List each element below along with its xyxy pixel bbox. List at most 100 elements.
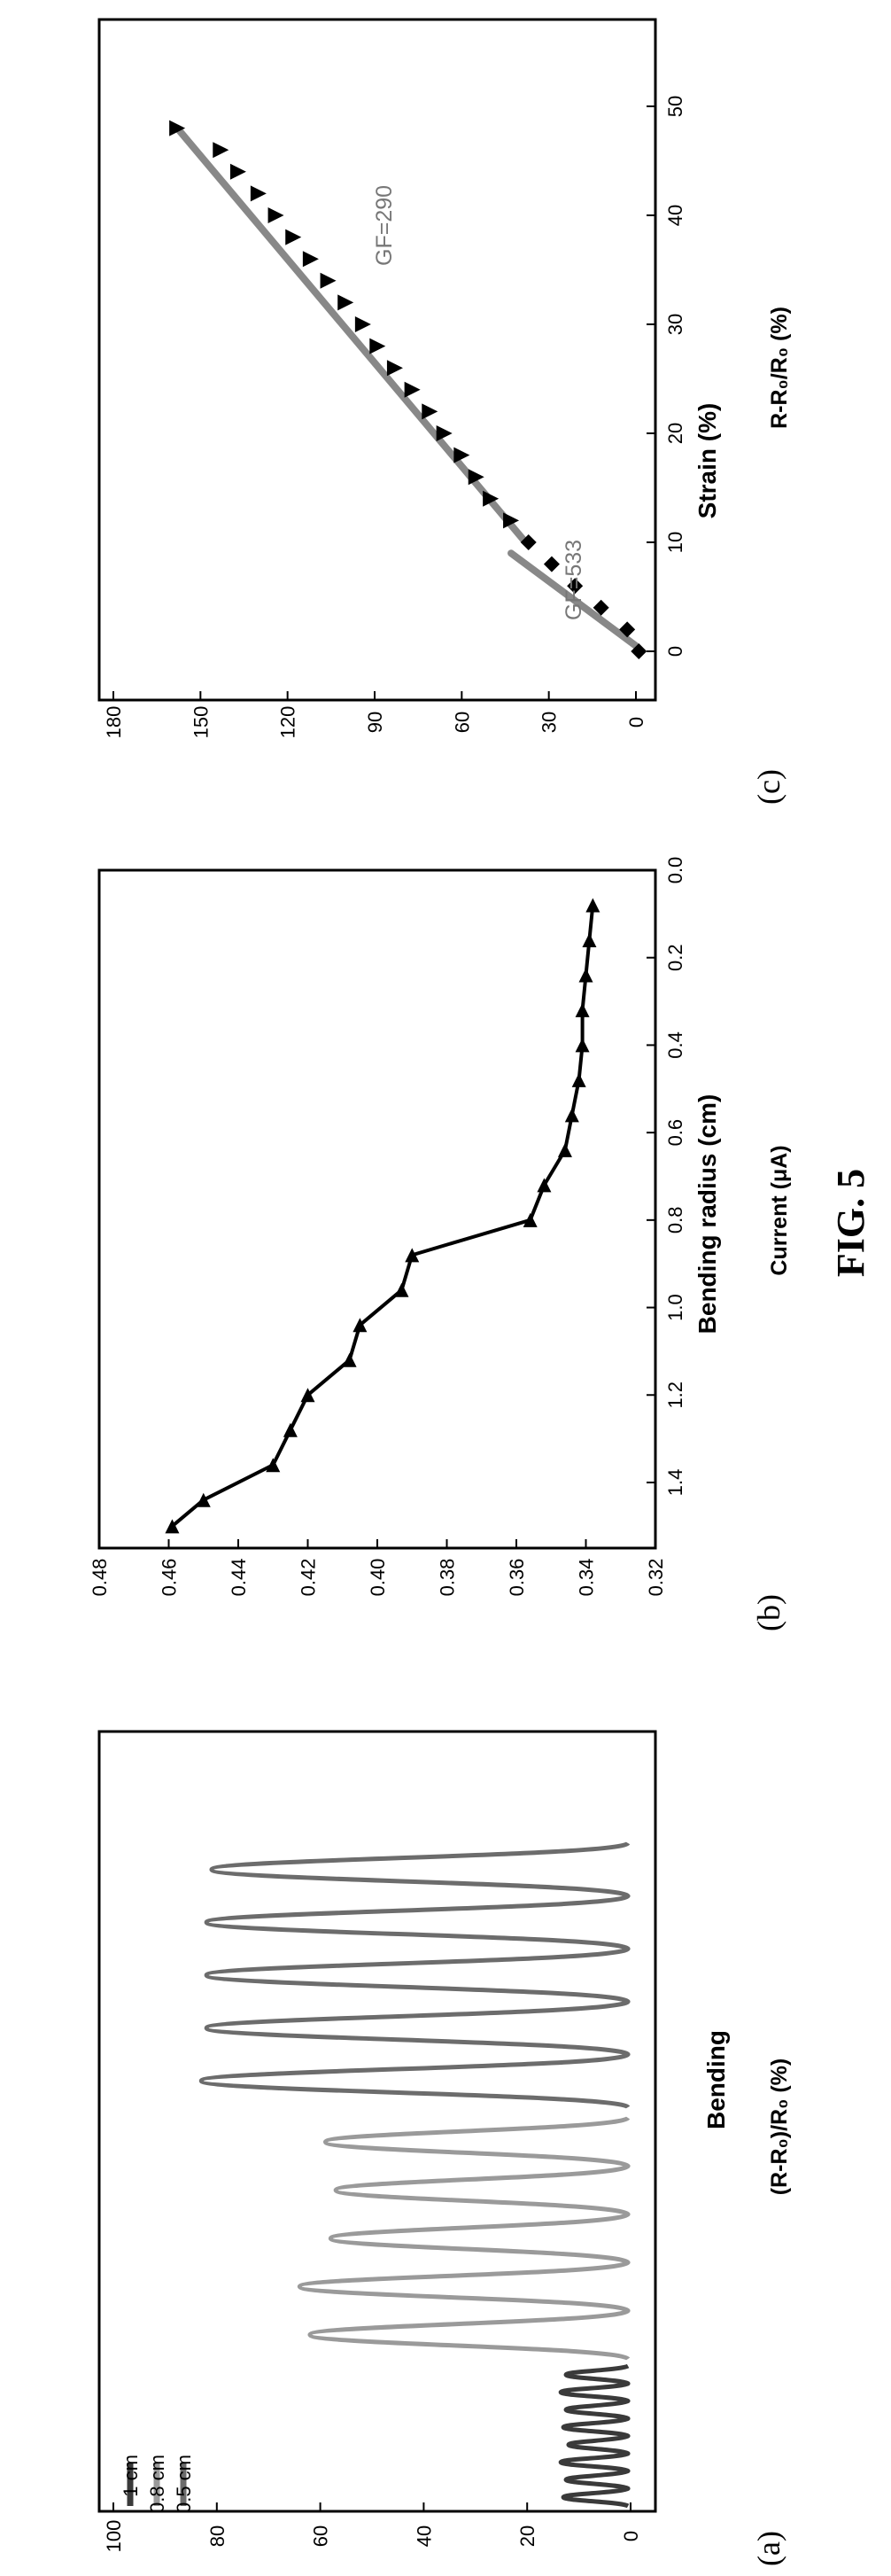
panel-c-diamond-marker [520, 534, 537, 550]
panel-c-triangle-marker [302, 251, 319, 268]
panel-c-y-tick-label: 0 [625, 717, 647, 728]
panel-c-diamond-marker [567, 578, 584, 595]
panel-a-y-tick-label: 0 [620, 2531, 642, 2541]
panel-c-triangle-marker [503, 512, 520, 529]
panel-b-x-tick-label: 1.4 [664, 1469, 686, 1497]
panel-c-annotation-gf290: GF=290 [372, 185, 397, 266]
panel-a-series-0-5-cm [198, 1841, 631, 2110]
panel-c-y-tick-label: 180 [103, 706, 125, 739]
panel-c-x-ticks: 0 10 20 30 40 50 [647, 96, 686, 657]
panel-c-x-tick-label: 30 [664, 314, 686, 335]
panel-c-triangle-marker [483, 490, 500, 507]
panel-c-triangle-marker [337, 294, 354, 311]
panel-c-triangle-marker [320, 272, 337, 289]
panel-c: 0 30 60 90 120 150 180 0 10 20 30 40 50 R-R₀/R₀ (%)… [97, 18, 792, 805]
panel-c-diamond-marker [619, 621, 636, 638]
panel-b: 0.32 0.34 0.36 0.38 0.40 0.42 0.44 0.46 0.48 1.4… [89, 857, 792, 1631]
panel-b-y-tick-label: 0.48 [89, 1559, 111, 1597]
panel-a-y-tick-label: 100 [103, 2520, 125, 2553]
panel-c-y-tick-label: 120 [277, 706, 299, 739]
panel-c-y-axis-label: R-R₀/R₀ (%) [767, 307, 792, 429]
panel-c-triangle-marker [436, 425, 453, 441]
panel-b-frame [97, 868, 657, 1550]
panel-c-triangle-marker [267, 207, 284, 223]
panel-c-frame [97, 18, 657, 702]
panel-c-x-tick-label: 40 [664, 205, 686, 226]
panel-b-triangle-marker [266, 1458, 281, 1473]
panel-b-x-tick-label: 1.0 [664, 1294, 686, 1321]
panel-c-triangle-marker [354, 316, 371, 332]
panel-b-triangle-marker [523, 1212, 538, 1227]
panel-b-y-tick-label: 0.32 [645, 1559, 667, 1597]
panel-c-ylabel-text: R-R₀/R₀ (%) [767, 307, 792, 429]
panel-b-triangle-marker [571, 1072, 586, 1087]
panel-b-y-tick-label: 0.36 [506, 1559, 528, 1597]
panel-a-legend: 1 cm 0.8 cm 0.5 cm [120, 2455, 195, 2513]
panel-b-x-tick-label: 0.0 [664, 857, 686, 884]
panel-c-annotation-gf533: GF=533 [562, 540, 586, 620]
panel-b-x-tick-label: 0.2 [664, 944, 686, 971]
panel-b-y-tick-label: 0.46 [159, 1559, 181, 1597]
panel-b-triangle-marker [585, 898, 600, 913]
panel-c-triangle-marker [422, 403, 438, 420]
panel-b-triangle-marker [564, 1108, 579, 1123]
panel-b-triangle-marker [283, 1422, 298, 1437]
panel-b-x-tick-label: 0.4 [664, 1031, 686, 1059]
panel-c-y-tick-label: 150 [190, 706, 212, 739]
panel-a-series-0-8-cm [297, 2115, 631, 2362]
panel-b-x-axis-label: Bending radius (cm) [693, 1094, 721, 1335]
panel-c-fit-line [507, 549, 639, 650]
panel-b-triangle-marker [353, 1318, 368, 1333]
panel-c-x-tick-label: 20 [664, 423, 686, 444]
panel-b-x-tick-label: 0.6 [664, 1119, 686, 1147]
panel-c-diamond-marker [593, 599, 609, 616]
panel-c-fit-line [174, 124, 530, 546]
panel-b-x-tick-label: 0.8 [664, 1207, 686, 1234]
panel-a-y-tick-label: 20 [516, 2525, 538, 2547]
panel-a-y-ticks: 0 20 40 60 80 100 [103, 2502, 642, 2552]
panel-c-triangle-marker [229, 163, 246, 180]
panel-c-y-tick-label: 90 [364, 712, 386, 733]
panel-a-legend-label: 0.8 cm [146, 2455, 168, 2513]
panel-a-y-tick-label: 40 [413, 2525, 435, 2547]
panel-a-y-tick-label: 60 [310, 2525, 332, 2547]
panel-c-triangle-marker [369, 338, 386, 354]
panel-c-triangle-marker [285, 229, 302, 245]
panel-c-triangle-marker [386, 360, 403, 377]
panel-b-y-ticks: 0.32 0.34 0.36 0.38 0.40 0.42 0.44 0.46 0.48 [89, 1539, 667, 1596]
panel-c-data-points [169, 120, 647, 659]
panel-b-triangle-marker [165, 1519, 180, 1534]
panel-b-triangle-marker [578, 968, 593, 983]
panel-c-triangle-marker [404, 381, 421, 398]
panel-c-x-tick-label: 10 [664, 532, 686, 553]
panel-b-series [165, 898, 600, 1534]
panel-a-legend-label: 0.5 cm [173, 2455, 195, 2513]
panel-b-y-tick-label: 0.42 [298, 1559, 320, 1597]
panel-b-triangle-marker [575, 1002, 590, 1017]
panel-c-triangle-marker [250, 185, 267, 202]
panel-c-triangle-marker [468, 469, 484, 486]
panel-b-triangle-marker [575, 1038, 590, 1053]
panel-a-label: (a) [751, 2531, 786, 2566]
panel-b-y-tick-label: 0.34 [576, 1559, 598, 1597]
panel-b-y-tick-label: 0.38 [437, 1559, 459, 1597]
panel-a-y-axis-label: (R-R₀)/R₀ (%) [767, 2058, 792, 2195]
panel-a-series [198, 1841, 631, 2509]
panel-c-x-tick-label: 0 [664, 646, 686, 657]
panel-c-y-tick-label: 60 [451, 712, 473, 733]
panel-a-y-tick-label: 80 [206, 2525, 229, 2547]
figure-caption: FIG. 5 [829, 1169, 872, 1277]
panel-c-label: (c) [751, 769, 786, 805]
panel-c-y-tick-label: 30 [538, 712, 561, 733]
panel-c-x-tick-label: 50 [664, 96, 686, 117]
panel-b-triangle-marker [300, 1388, 315, 1403]
panel-b-y-tick-label: 0.44 [228, 1559, 250, 1597]
panel-b-triangle-marker [196, 1492, 211, 1507]
panel-c-triangle-marker [453, 447, 470, 463]
panel-b-y-tick-label: 0.40 [367, 1559, 389, 1597]
panel-b-triangle-marker [342, 1352, 357, 1367]
panel-b-triangle-marker [582, 932, 597, 947]
panel-a-legend-label: 1 cm [120, 2455, 142, 2497]
panel-c-diamond-marker [631, 643, 647, 659]
